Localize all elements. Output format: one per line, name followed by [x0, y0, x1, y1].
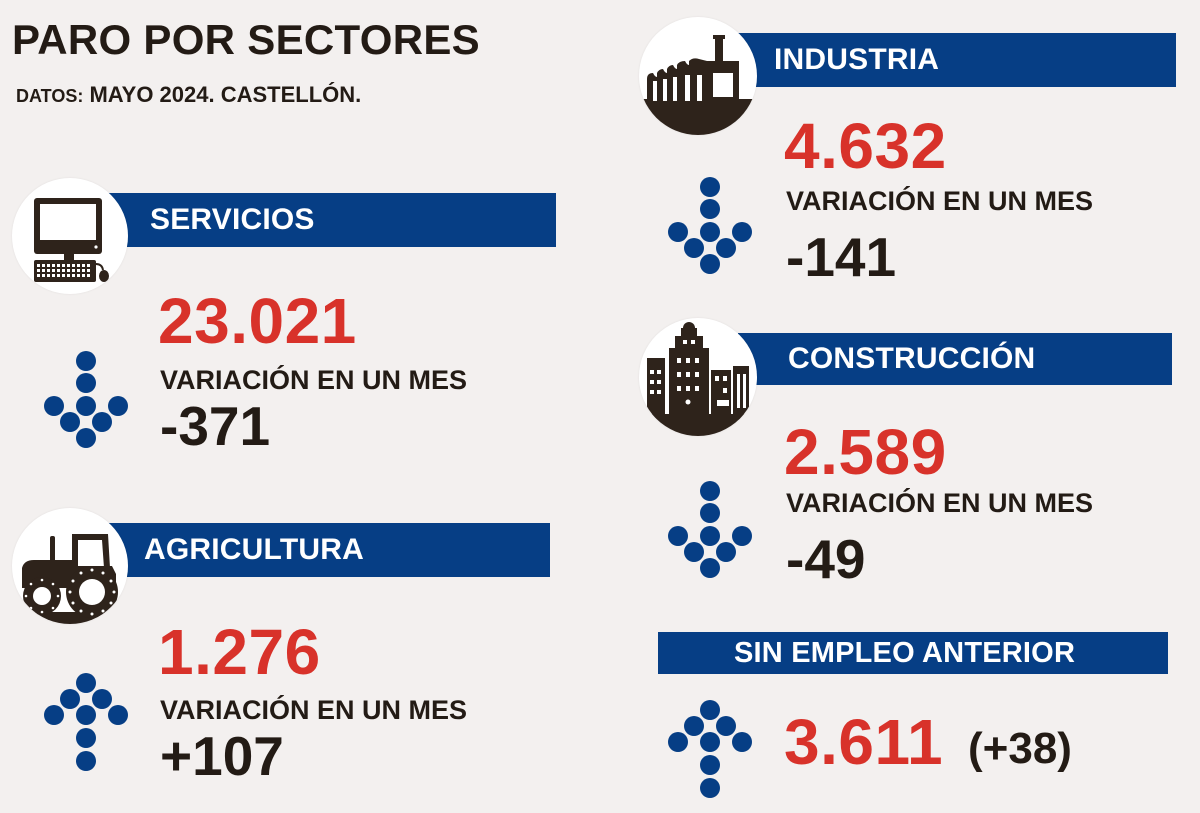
- factory-icon: [639, 17, 757, 135]
- sector-bar-agricultura: AGRICULTURA: [108, 523, 550, 577]
- sector-bar-construccion: CONSTRUCCIÓN: [738, 333, 1172, 385]
- computer-icon: [12, 178, 128, 294]
- sector-label-agricultura: AGRICULTURA: [144, 533, 364, 566]
- arrow-up-icon: [667, 699, 753, 799]
- total-sin-empleo: 3.611: [784, 706, 944, 778]
- variation-sin-empleo: (+38): [968, 724, 1072, 773]
- buildings-icon: [639, 318, 757, 436]
- variation-servicios: -371: [160, 395, 271, 457]
- page-title: PARO POR SECTORES: [12, 16, 480, 63]
- variation-label-servicios: VARIACIÓN EN UN MES: [160, 365, 468, 395]
- arrow-down-icon: [667, 480, 753, 580]
- variation-industria: -141: [786, 226, 897, 288]
- sector-label-servicios: SERVICIOS: [150, 203, 315, 236]
- sector-label-construccion: CONSTRUCCIÓN: [788, 342, 1036, 375]
- arrow-up-icon: [43, 672, 129, 772]
- total-agricultura: 1.276: [158, 616, 321, 688]
- subtitle-date-place: MAYO 2024. CASTELLÓN.: [89, 82, 362, 107]
- sector-bar-sin-empleo: SIN EMPLEO ANTERIOR: [658, 632, 1168, 674]
- arrow-down-icon: [667, 176, 753, 276]
- total-servicios: 23.021: [158, 285, 357, 357]
- variation-agricultura: +107: [160, 725, 284, 787]
- total-construccion: 2.589: [784, 416, 947, 488]
- sector-bar-industria: INDUSTRIA: [738, 33, 1176, 87]
- variation-construccion: -49: [786, 528, 866, 590]
- arrow-down-icon: [43, 350, 129, 450]
- sector-bar-servicios: SERVICIOS: [108, 193, 556, 247]
- variation-label-industria: VARIACIÓN EN UN MES: [786, 186, 1094, 216]
- variation-label-construccion: VARIACIÓN EN UN MES: [786, 488, 1094, 518]
- total-industria: 4.632: [784, 110, 947, 182]
- page-subtitle: DATOS: MAYO 2024. CASTELLÓN.: [16, 82, 361, 108]
- sector-label-sin-empleo: SIN EMPLEO ANTERIOR: [734, 636, 1076, 669]
- variation-label-agricultura: VARIACIÓN EN UN MES: [160, 695, 468, 725]
- tractor-icon: [12, 508, 128, 624]
- subtitle-prefix: DATOS:: [16, 86, 84, 106]
- sector-label-industria: INDUSTRIA: [774, 43, 940, 76]
